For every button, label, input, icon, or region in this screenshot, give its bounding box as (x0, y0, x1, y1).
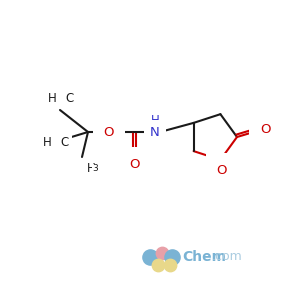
Text: O: O (104, 125, 114, 139)
Text: C: C (82, 162, 90, 175)
Text: H: H (43, 136, 52, 148)
Point (168, 262, 172, 267)
Point (160, 250, 164, 255)
Text: O: O (129, 158, 139, 171)
Text: O: O (216, 164, 227, 177)
Point (169, 255, 174, 260)
Text: H: H (87, 162, 96, 175)
Text: Chem: Chem (182, 250, 226, 264)
Text: .com: .com (212, 250, 243, 263)
Text: N: N (150, 127, 160, 140)
Text: H: H (151, 114, 159, 127)
Text: O: O (260, 123, 270, 136)
Text: C: C (60, 136, 68, 148)
Point (148, 255, 152, 260)
Text: 3: 3 (56, 144, 62, 153)
Text: H: H (48, 92, 57, 105)
Text: 3: 3 (61, 98, 67, 107)
Text: 3: 3 (92, 164, 98, 173)
Point (156, 262, 161, 267)
Text: C: C (65, 92, 73, 105)
